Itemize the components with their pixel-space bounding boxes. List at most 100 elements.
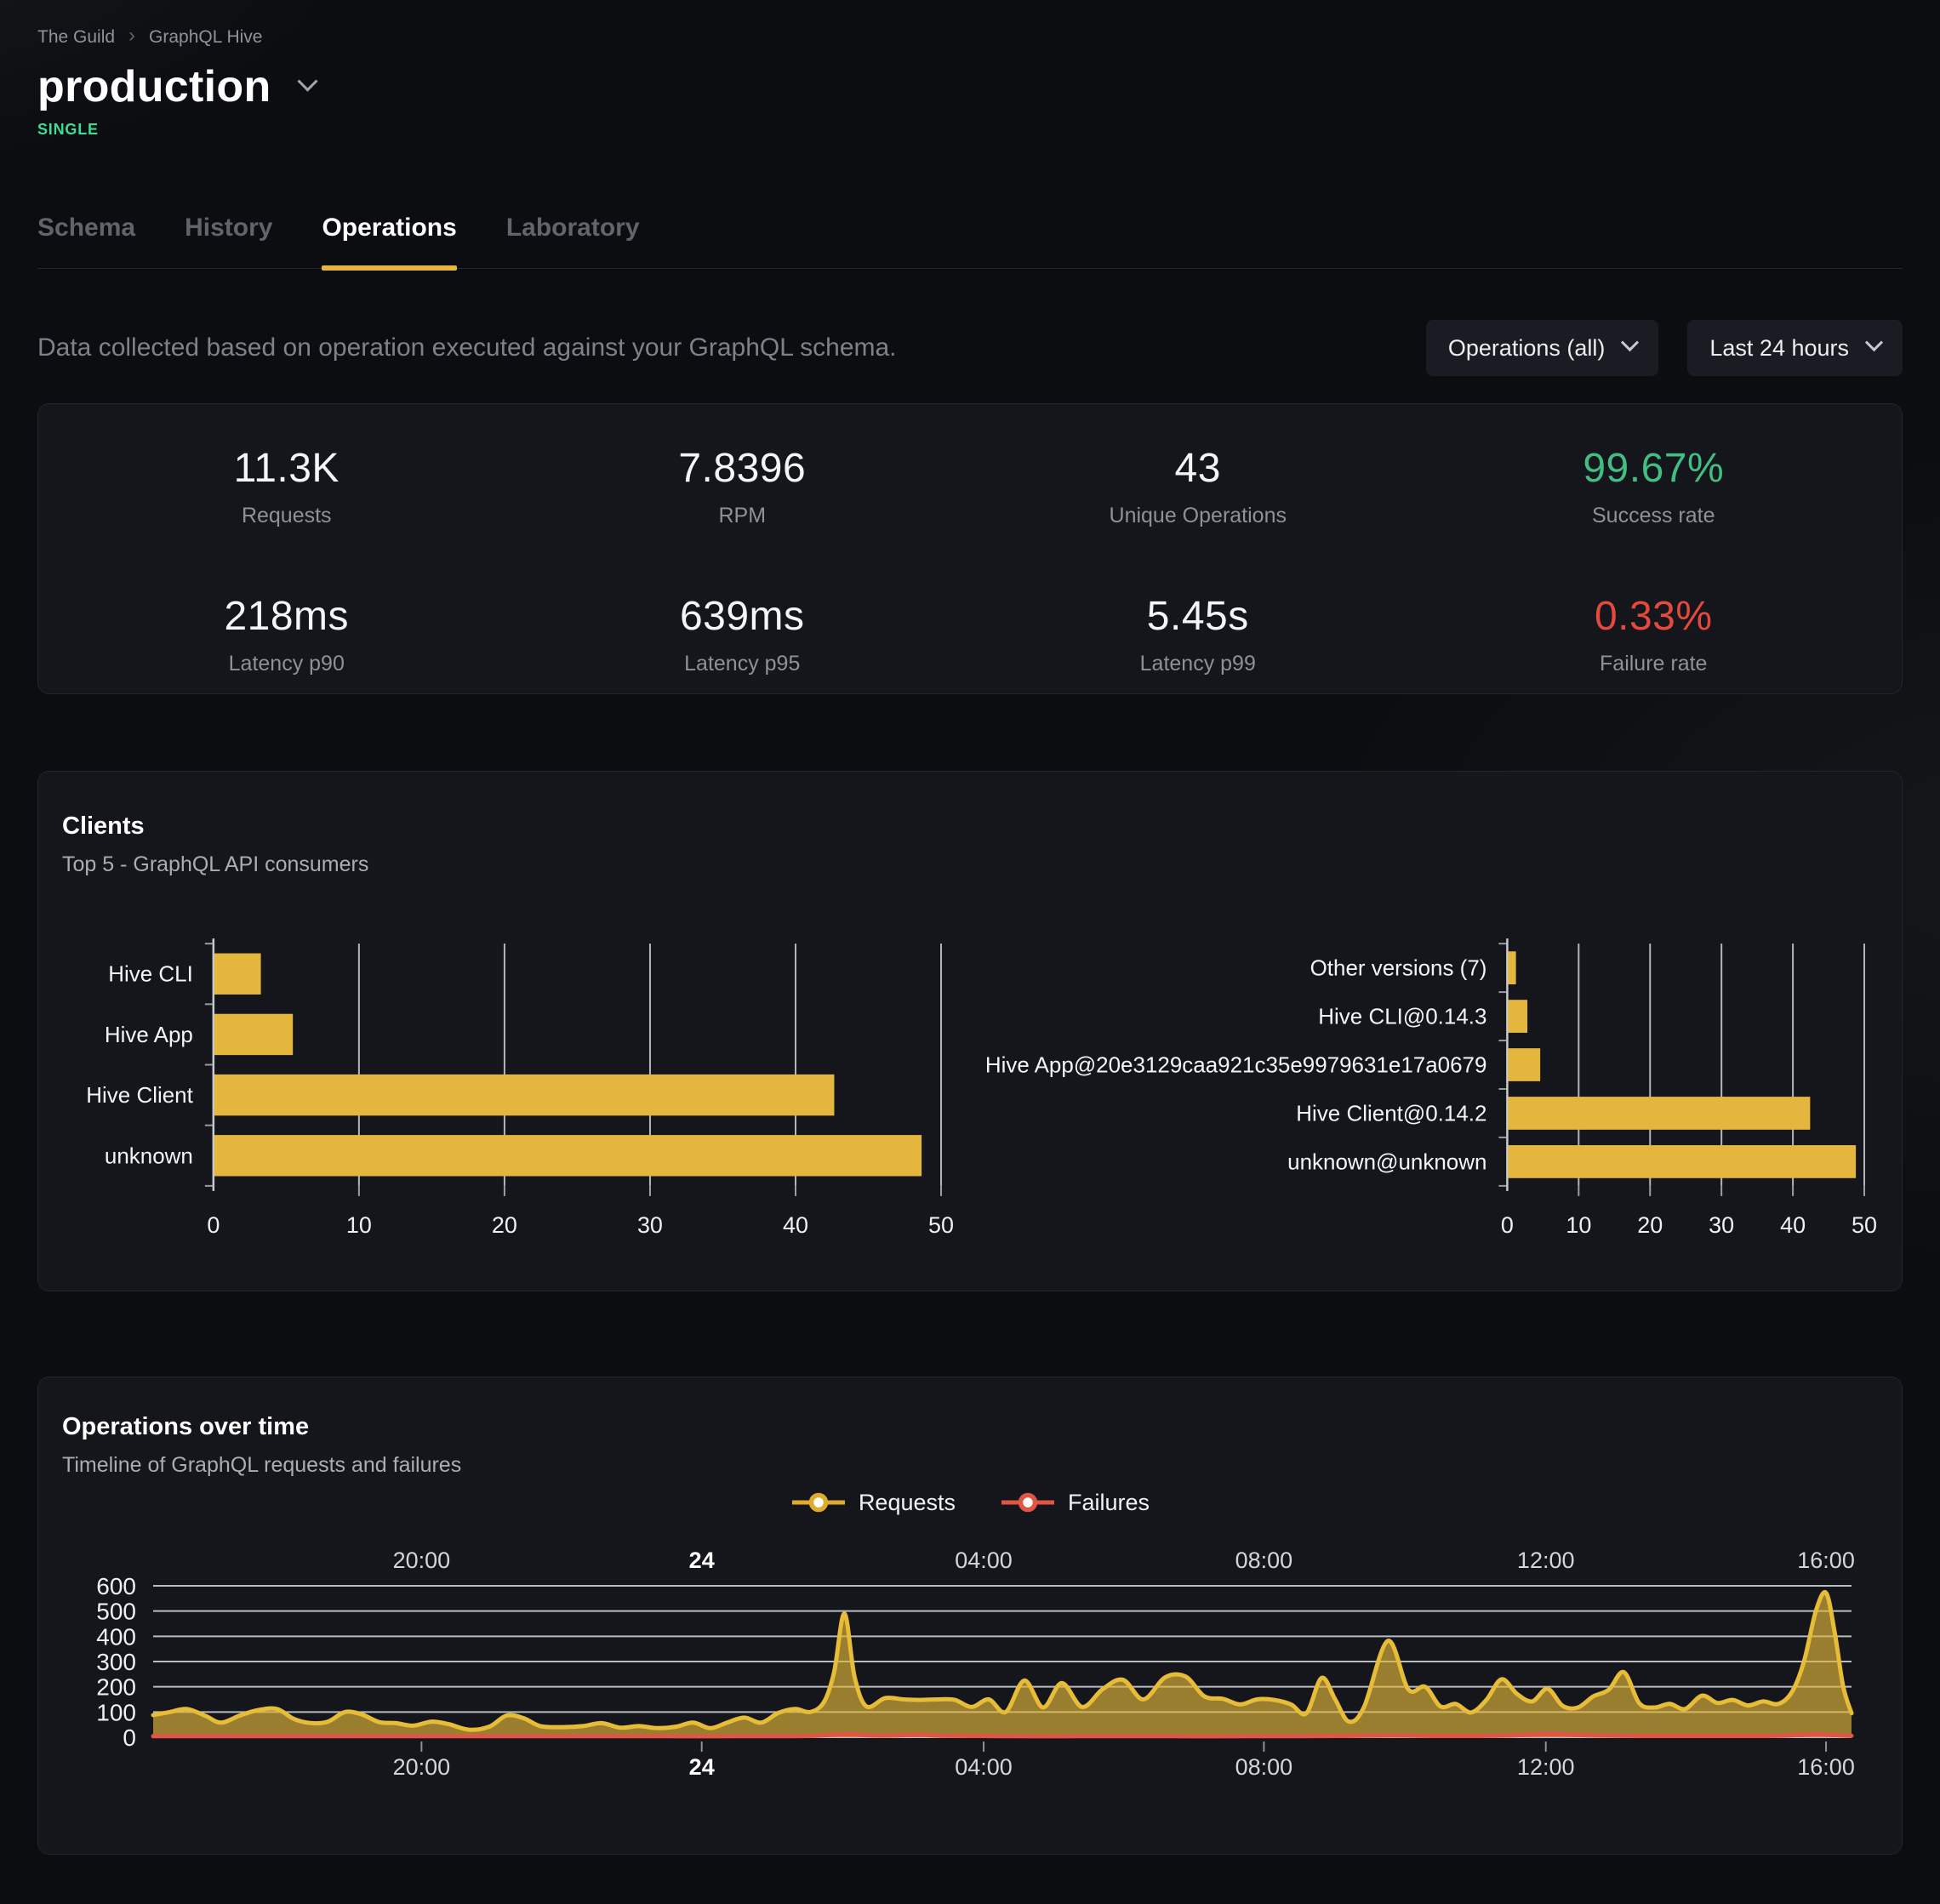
- series: [151, 1590, 1854, 1739]
- svg-text:500: 500: [96, 1599, 136, 1625]
- bar-3: [1508, 1097, 1811, 1130]
- tab-schema[interactable]: Schema: [37, 214, 136, 242]
- svg-text:10: 10: [1566, 1212, 1591, 1236]
- bar-1: [1508, 1000, 1528, 1033]
- svg-text:20:00: 20:00: [393, 1548, 451, 1573]
- svg-text:20:00: 20:00: [393, 1754, 451, 1780]
- chevron-right-icon: ›: [128, 24, 136, 47]
- bar-4: [1508, 1145, 1857, 1178]
- breadcrumb: The Guild › GraphQL Hive: [37, 0, 1903, 48]
- requests-line: [151, 1590, 1854, 1732]
- svg-text:30: 30: [637, 1212, 663, 1236]
- legend-item-failures[interactable]: Failures: [1000, 1490, 1150, 1516]
- breadcrumb-project-link[interactable]: GraphQL Hive: [149, 27, 263, 47]
- svg-text:04:00: 04:00: [955, 1754, 1013, 1780]
- svg-text:Hive App: Hive App: [105, 1022, 193, 1047]
- labels: 0 10 20 30 40 50 Other versions (7) Hive CLI@0.…: [985, 955, 1877, 1236]
- stat-requests: 11.3K Requests: [59, 445, 515, 545]
- stat-label: Latency p95: [684, 652, 801, 676]
- clients-charts-row: 0 10 20 30 40 50 Hive CLI Hive App Hive Client un…: [62, 937, 1878, 1236]
- svg-text:12:00: 12:00: [1517, 1754, 1575, 1780]
- stat-rpm: 7.8396 RPM: [515, 445, 971, 545]
- axis: [1498, 938, 1509, 1191]
- svg-text:16:00: 16:00: [1797, 1754, 1855, 1780]
- stat-label: Success rate: [1591, 504, 1715, 527]
- stats-card: 11.3K Requests 7.8396 RPM 43 Unique Oper…: [37, 403, 1903, 694]
- bars: [214, 953, 922, 1177]
- filters: Operations (all) Last 24 hours: [1425, 320, 1903, 376]
- stat-latency-p95: 639ms Latency p95: [515, 593, 971, 693]
- legend-marker-icon: [791, 1492, 845, 1513]
- tab-bar: Schema History Operations Laboratory: [37, 214, 1903, 271]
- stat-value: 99.67%: [1583, 446, 1725, 491]
- svg-text:300: 300: [96, 1649, 136, 1675]
- stat-value: 5.45s: [1146, 594, 1249, 639]
- operations-filter-dropdown[interactable]: Operations (all): [1425, 320, 1659, 376]
- legend-label: Failures: [1068, 1489, 1150, 1515]
- chevron-down-icon[interactable]: [296, 71, 318, 92]
- legend-marker-icon: [1001, 1492, 1055, 1513]
- svg-text:24: 24: [689, 1548, 715, 1573]
- stat-label: Latency p90: [228, 652, 345, 676]
- operations-card: Operations over time Timeline of GraphQL…: [37, 1377, 1903, 1855]
- clients-by-version-chart: 0 10 20 30 40 50 Other versions (7) Hive CLI@0.…: [985, 938, 1877, 1236]
- stat-label: Failure rate: [1600, 652, 1708, 676]
- svg-text:Hive Client: Hive Client: [86, 1082, 193, 1108]
- svg-text:10: 10: [346, 1212, 372, 1236]
- stat-value: 7.8396: [678, 446, 807, 491]
- header: The Guild › GraphQL Hive production SING…: [37, 0, 1903, 139]
- svg-text:Hive App@20e3129caa921c35e9979: Hive App@20e3129caa921c35e9979631e17a067…: [985, 1052, 1487, 1078]
- stat-latency-p90: 218ms Latency p90: [59, 593, 515, 693]
- clients-card: Clients Top 5 - GraphQL API consumers 0 1…: [37, 771, 1903, 1291]
- svg-text:24: 24: [689, 1754, 715, 1780]
- gridlines: [357, 943, 943, 1196]
- breadcrumb-org-link[interactable]: The Guild: [37, 27, 116, 47]
- chevron-down-icon: [1864, 333, 1884, 351]
- requests-area: [153, 1592, 1852, 1737]
- stat-value: 639ms: [679, 594, 805, 639]
- svg-text:Hive CLI@0.14.3: Hive CLI@0.14.3: [1318, 1004, 1486, 1029]
- stat-label: Requests: [241, 504, 332, 527]
- clients-by-name-chart: 0 10 20 30 40 50 Hive CLI Hive App Hive Client un…: [86, 938, 954, 1236]
- svg-text:30: 30: [1709, 1212, 1734, 1236]
- svg-text:20: 20: [1637, 1212, 1663, 1236]
- svg-text:08:00: 08:00: [1235, 1548, 1293, 1573]
- stat-success-rate: 99.67% Success rate: [1426, 445, 1882, 545]
- clients-card-subtitle: Top 5 - GraphQL API consumers: [62, 852, 369, 876]
- tab-history[interactable]: History: [185, 214, 273, 242]
- svg-text:unknown@unknown: unknown@unknown: [1287, 1149, 1486, 1174]
- axis: [204, 938, 215, 1191]
- stat-value: 11.3K: [233, 446, 340, 491]
- stat-label: Unique Operations: [1109, 504, 1287, 527]
- stat-label: Latency p99: [1139, 652, 1256, 676]
- svg-text:0: 0: [207, 1212, 220, 1236]
- stat-value: 43: [1174, 446, 1221, 491]
- svg-text:Hive CLI: Hive CLI: [108, 961, 193, 987]
- time-range-dropdown[interactable]: Last 24 hours: [1687, 320, 1903, 376]
- bar-1: [214, 1013, 294, 1056]
- svg-text:0: 0: [123, 1724, 136, 1751]
- legend-label: Requests: [858, 1489, 956, 1515]
- tab-operations[interactable]: Operations: [322, 214, 458, 271]
- svg-text:20: 20: [492, 1212, 517, 1236]
- svg-text:400: 400: [96, 1623, 136, 1650]
- stat-unique-operations: 43 Unique Operations: [970, 445, 1426, 545]
- bar-0: [1508, 951, 1516, 984]
- svg-text:100: 100: [96, 1699, 136, 1725]
- svg-text:200: 200: [96, 1674, 136, 1701]
- bar-0: [214, 953, 261, 995]
- clients-card-title: Clients: [62, 812, 145, 840]
- failures-line: [151, 1731, 1854, 1739]
- timeline-legend: Requests Failures: [62, 1488, 1878, 1517]
- target-type-badge: SINGLE: [37, 121, 99, 138]
- legend-item-requests[interactable]: Requests: [790, 1490, 956, 1516]
- page-title: production: [37, 62, 271, 111]
- svg-text:0: 0: [1501, 1212, 1514, 1236]
- svg-text:40: 40: [783, 1212, 808, 1236]
- tab-laboratory[interactable]: Laboratory: [505, 214, 640, 242]
- svg-text:50: 50: [928, 1212, 954, 1236]
- operations-card-title: Operations over time: [62, 1413, 310, 1440]
- svg-text:12:00: 12:00: [1517, 1548, 1575, 1573]
